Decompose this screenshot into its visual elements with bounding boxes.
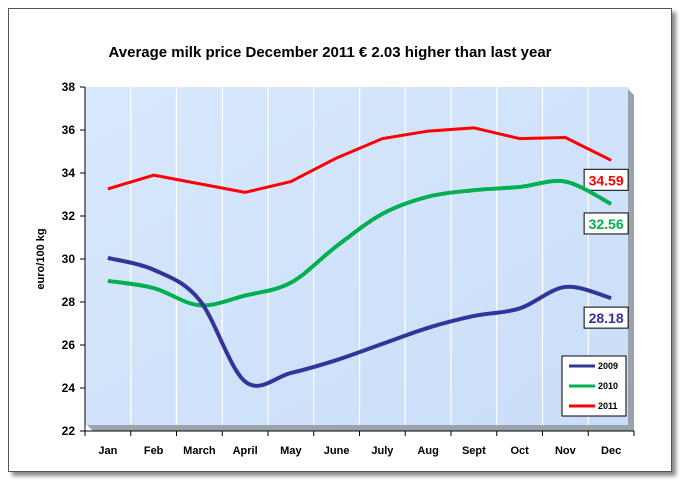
x-tick-label: July [371, 445, 394, 457]
data-label-2009: 28.18 [589, 310, 624, 326]
series-line-2011 [107, 126, 612, 194]
chart-title: Average milk price December 2011 € 2.03 … [108, 44, 551, 61]
series-line-2010 [107, 178, 613, 308]
data-label-box-2009 [583, 306, 629, 329]
y-tick-label: 24 [62, 381, 76, 395]
y-tick-label: 22 [62, 424, 76, 438]
y-tick-label: 28 [62, 295, 76, 309]
plot-background [85, 87, 628, 425]
data-label-box-2011 [583, 168, 629, 191]
data-label-2010: 32.56 [589, 216, 624, 232]
x-tick-label: Dec [601, 445, 621, 457]
y-axis-label: euro/100 kg [35, 228, 47, 289]
x-tick-label: Aug [417, 445, 438, 457]
y-tick-label: 26 [62, 338, 76, 352]
y-tick-label: 36 [62, 123, 76, 137]
legend-label-2010: 2010 [598, 381, 618, 391]
x-tick-label: April [233, 445, 258, 457]
x-tick-label: March [183, 445, 216, 457]
y-tick-label: 38 [62, 80, 76, 94]
x-tick-label: Sept [462, 445, 486, 457]
legend-label-2011: 2011 [598, 401, 618, 411]
x-tick-label: Nov [555, 445, 577, 457]
data-label-2011: 34.59 [589, 172, 624, 188]
data-label-box-2010 [583, 212, 629, 235]
x-tick-label: May [280, 445, 302, 457]
y-tick-label: 34 [62, 166, 76, 180]
x-tick-label: Oct [510, 445, 529, 457]
x-tick-label: June [324, 445, 350, 457]
x-tick-label: Jan [98, 445, 117, 457]
y-tick-label: 30 [62, 252, 76, 266]
legend-label-2009: 2009 [598, 361, 618, 371]
x-tick-label: Feb [144, 445, 164, 457]
series-line-2009 [107, 255, 612, 388]
y-tick-label: 32 [62, 209, 76, 223]
